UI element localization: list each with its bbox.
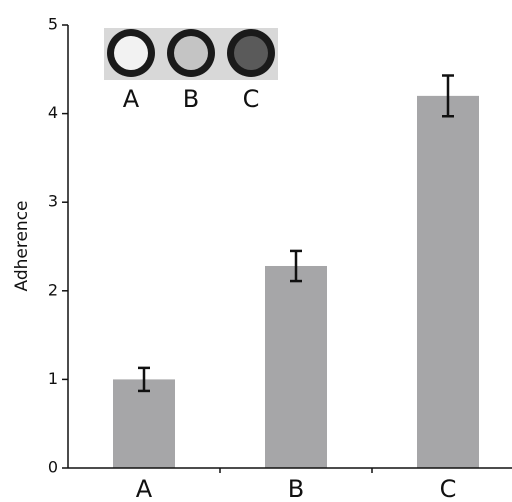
x-tick-label: C [440,475,457,502]
bar [113,379,175,468]
x-tick-label: A [136,475,153,502]
bar [417,96,479,468]
y-tick-label: 1 [48,369,58,388]
y-tick-label: 2 [48,280,58,299]
y-tick-label: 0 [48,458,58,477]
y-axis-label: Adherence [12,200,32,291]
inset-label: C [243,85,260,113]
y-tick-label: 4 [48,103,58,122]
chart: A B C Adherence 0 1 2 3 4 5 A B C [0,0,512,502]
inset-label: A [123,85,140,113]
bar [265,266,327,468]
inset-label: B [183,85,199,113]
x-tick-label: B [288,475,304,502]
inset-image [104,28,278,80]
y-tick-label: 3 [48,192,58,211]
y-tick-label: 5 [48,15,58,34]
